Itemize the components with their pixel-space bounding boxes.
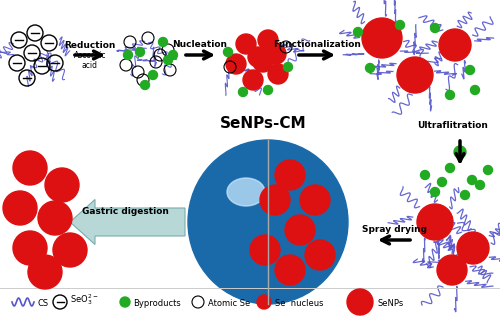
Circle shape xyxy=(397,57,433,93)
Text: SeNPs: SeNPs xyxy=(377,299,403,308)
Text: Gastric digestion: Gastric digestion xyxy=(82,207,168,216)
Circle shape xyxy=(300,185,330,215)
Circle shape xyxy=(164,56,172,65)
Text: Atomic Se: Atomic Se xyxy=(208,299,250,308)
Circle shape xyxy=(439,29,471,61)
Circle shape xyxy=(457,232,489,264)
Circle shape xyxy=(257,295,271,309)
Circle shape xyxy=(140,80,149,89)
Circle shape xyxy=(260,185,290,215)
Circle shape xyxy=(236,34,256,54)
Circle shape xyxy=(275,160,305,190)
Circle shape xyxy=(347,289,373,315)
Circle shape xyxy=(248,47,268,67)
Circle shape xyxy=(238,87,248,96)
Text: Ultraflitration: Ultraflitration xyxy=(418,121,488,130)
Ellipse shape xyxy=(227,178,265,206)
Circle shape xyxy=(466,66,474,74)
Text: Reduction: Reduction xyxy=(64,41,116,50)
Circle shape xyxy=(285,215,315,245)
Circle shape xyxy=(446,91,454,100)
Text: Ascorbic
acid: Ascorbic acid xyxy=(74,51,106,70)
Circle shape xyxy=(264,86,272,94)
Circle shape xyxy=(354,27,362,37)
Circle shape xyxy=(438,177,446,186)
Circle shape xyxy=(224,47,232,57)
Circle shape xyxy=(484,165,492,175)
Text: CS: CS xyxy=(38,299,49,308)
Circle shape xyxy=(45,168,79,202)
Circle shape xyxy=(396,20,404,30)
Circle shape xyxy=(13,151,47,185)
Circle shape xyxy=(3,191,37,225)
Circle shape xyxy=(268,64,288,84)
Text: SeNPs-CM: SeNPs-CM xyxy=(220,116,306,131)
Text: Functionalization: Functionalization xyxy=(273,40,361,49)
Circle shape xyxy=(53,233,87,267)
Circle shape xyxy=(476,181,484,190)
Circle shape xyxy=(148,71,158,80)
Circle shape xyxy=(168,51,177,59)
Text: Se  nucleus: Se nucleus xyxy=(275,299,324,308)
Circle shape xyxy=(366,64,374,73)
Circle shape xyxy=(38,201,72,235)
Circle shape xyxy=(226,54,246,74)
Circle shape xyxy=(124,51,132,59)
Circle shape xyxy=(430,188,440,197)
Circle shape xyxy=(275,255,305,285)
Circle shape xyxy=(362,18,402,58)
Circle shape xyxy=(266,44,286,64)
FancyArrow shape xyxy=(70,199,185,245)
Circle shape xyxy=(454,146,466,158)
Circle shape xyxy=(470,86,480,94)
Circle shape xyxy=(136,47,144,57)
Circle shape xyxy=(28,255,62,289)
Circle shape xyxy=(258,30,278,50)
Circle shape xyxy=(446,163,454,172)
Text: Spray drying: Spray drying xyxy=(362,225,428,234)
Circle shape xyxy=(437,255,467,285)
Text: SeO$_3^{2-}$: SeO$_3^{2-}$ xyxy=(70,293,98,308)
Text: Byproducts: Byproducts xyxy=(133,299,181,308)
Circle shape xyxy=(120,297,130,307)
Circle shape xyxy=(460,190,469,199)
Circle shape xyxy=(417,204,453,240)
Circle shape xyxy=(250,235,280,265)
Circle shape xyxy=(158,38,168,46)
Ellipse shape xyxy=(188,140,348,304)
Circle shape xyxy=(468,176,476,184)
Circle shape xyxy=(420,170,430,179)
Text: Nucleation: Nucleation xyxy=(172,40,228,49)
Circle shape xyxy=(284,63,292,72)
Circle shape xyxy=(13,231,47,265)
Circle shape xyxy=(430,24,440,32)
Circle shape xyxy=(253,52,273,72)
Circle shape xyxy=(243,70,263,90)
Circle shape xyxy=(305,240,335,270)
